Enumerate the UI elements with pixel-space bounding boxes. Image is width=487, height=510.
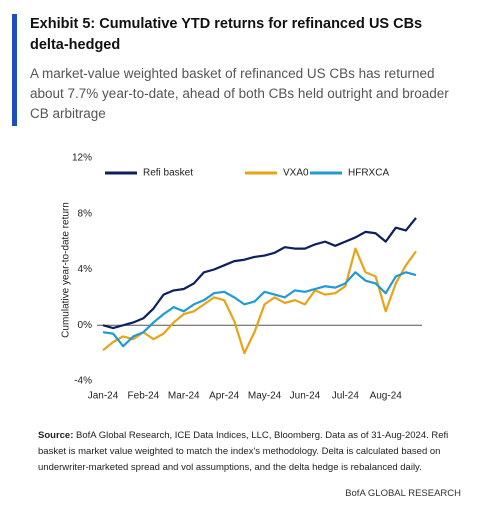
brand: BofA GLOBAL RESEARCH	[345, 488, 461, 499]
x-tick-label: Aug-24	[370, 391, 403, 402]
title: Exhibit 5: Cumulative YTD returns for re…	[30, 16, 423, 53]
x-tick-label: May-24	[248, 391, 282, 402]
y-tick-label: 8%	[78, 208, 93, 219]
source-text: BofA Global Research, ICE Data Indices, …	[38, 430, 449, 473]
source: Source: BofA Global Research, ICE Data I…	[38, 428, 468, 476]
x-tick-label: Jun-24	[290, 391, 321, 402]
y-tick-label: 0%	[78, 320, 93, 331]
series-line	[102, 271, 417, 348]
legend-label: VXA0	[283, 168, 309, 179]
legend-label: Refi basket	[143, 168, 193, 179]
y-tick-label: -4%	[74, 376, 92, 387]
y-tick-label: 12%	[72, 153, 92, 164]
x-tick-label: Apr-24	[209, 391, 239, 402]
x-tick-label: Mar-24	[168, 391, 200, 402]
series-line	[102, 247, 417, 355]
x-tick-label: Feb-24	[128, 391, 160, 402]
x-tick-label: Jan-24	[88, 391, 119, 402]
source-label: Source:	[38, 430, 74, 441]
subtitle: A market-value weighted basket of refina…	[30, 66, 449, 121]
chart: Cumulative year-to-date return -4% 0% 4% 8%…	[61, 153, 422, 402]
legend-label: HFRXCA	[348, 168, 389, 179]
accent-bar	[12, 14, 17, 126]
x-tick-label: Jul-24	[332, 391, 360, 402]
series-line	[102, 217, 417, 330]
y-tick-label: 4%	[78, 264, 93, 275]
y-axis-label: Cumulative year-to-date return	[61, 202, 72, 338]
